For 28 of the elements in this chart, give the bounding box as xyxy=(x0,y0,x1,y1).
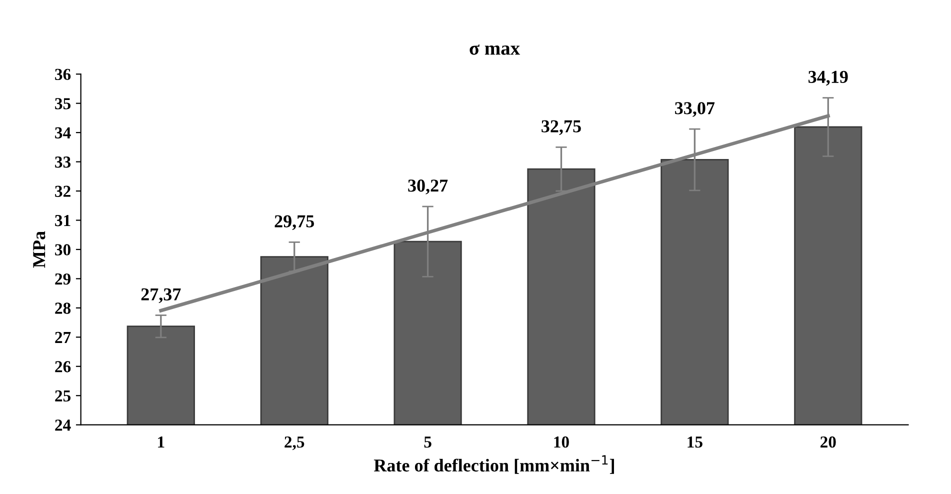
x-tick-label: 15 xyxy=(688,436,702,448)
x-tick-label: 10 xyxy=(554,436,569,448)
y-tick-label: 33 xyxy=(55,156,71,168)
y-tick-label: 35 xyxy=(55,98,71,110)
y-tick-label: 31 xyxy=(55,214,70,226)
y-tick-label: 30 xyxy=(55,244,70,256)
data-label: 27,37 xyxy=(141,288,181,304)
y-tick-label: 34 xyxy=(55,127,71,139)
y-axis-title: MPa xyxy=(33,231,46,268)
y-tick-label: 29 xyxy=(55,273,71,285)
x-tick-label: 20 xyxy=(820,436,836,448)
y-tick-label: 26 xyxy=(55,361,71,372)
data-label: 34,19 xyxy=(808,70,848,86)
data-label: 29,75 xyxy=(274,215,314,230)
y-tick-label: 28 xyxy=(55,302,71,314)
y-tick-label: 25 xyxy=(55,390,71,402)
x-tick-label: 2,5 xyxy=(284,436,304,450)
x-tick-label: 5 xyxy=(424,436,432,448)
x-axis-title: Rate of deflection [mm×min$^{−1}$] xyxy=(374,455,614,474)
y-tick-label: 27 xyxy=(55,332,71,343)
data-label: 30,27 xyxy=(408,180,448,194)
data-label: 32,75 xyxy=(542,120,581,136)
data-label: 33,07 xyxy=(675,102,715,117)
chart-title: σ max xyxy=(470,44,520,55)
y-tick-label: 32 xyxy=(55,186,70,197)
y-tick-label: 36 xyxy=(55,68,71,80)
y-tick-label: 24 xyxy=(55,420,71,431)
x-tick-label: 1 xyxy=(158,436,164,448)
